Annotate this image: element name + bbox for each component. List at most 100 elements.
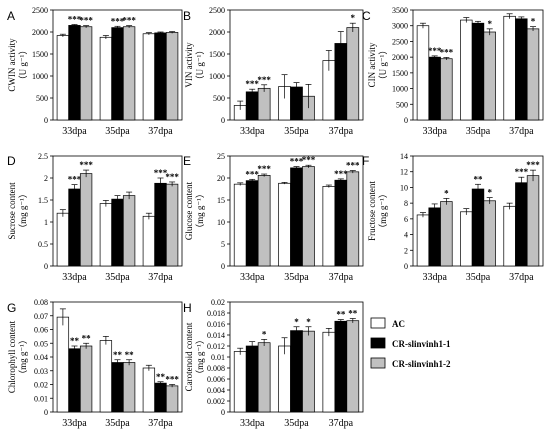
- y-axis-label-line: （U g⁻¹）: [378, 46, 388, 85]
- y-axis-label: Chlorophyll content（mg g⁻¹）: [7, 320, 28, 393]
- x-category-label: 37dpa: [148, 272, 173, 283]
- y-tick-label: 1: [44, 218, 48, 227]
- significance-marker: ***: [68, 15, 82, 25]
- bar: [68, 25, 81, 121]
- x-category-label: 33dpa: [422, 126, 447, 137]
- bar: [56, 212, 70, 267]
- x-category-label: 35dpa: [284, 272, 309, 283]
- x-category-label: 37dpa: [148, 126, 173, 137]
- bar: [334, 179, 348, 267]
- bar: [245, 91, 259, 121]
- bar: [322, 331, 336, 413]
- bar: [233, 183, 247, 267]
- y-tick-label: 2.5: [38, 152, 48, 161]
- panel-letter: A: [7, 9, 15, 23]
- y-tick-label: 0: [44, 116, 48, 125]
- y-axis-label-line: Glucose content: [184, 181, 194, 240]
- bar: [290, 86, 303, 121]
- y-tick-label: 2000: [392, 53, 408, 62]
- significance-marker: ***: [428, 46, 442, 56]
- panel-letter: D: [7, 154, 16, 168]
- legend-swatch-ac: [370, 317, 386, 329]
- legend-swatch-cr1: [370, 337, 386, 349]
- bar: [346, 27, 360, 121]
- y-axis-label: Glucose content（mg g⁻¹）: [184, 181, 205, 240]
- legend-label-cr2: CR-slinvinh1-2: [392, 359, 451, 369]
- y-axis-label-line: Carotenoid content: [184, 322, 194, 391]
- x-category-label: 33dpa: [62, 126, 87, 137]
- bar: [142, 367, 156, 413]
- bar: [483, 31, 496, 121]
- y-tick-label: 25: [217, 152, 225, 161]
- y-axis-label: VIN activity（U g⁻¹）: [184, 42, 205, 88]
- bar: [68, 348, 81, 413]
- significance-marker: ***: [346, 161, 360, 171]
- x-category-label: 33dpa: [240, 418, 265, 429]
- y-tick-label: 12: [400, 168, 408, 177]
- y-tick-label: 14: [400, 152, 408, 161]
- legend-label-cr1: CR-slinvinh1-1: [392, 339, 451, 349]
- significance-marker: *: [487, 188, 492, 198]
- bar: [79, 173, 93, 267]
- legend-swatch-cr2: [370, 357, 386, 369]
- y-tick-label: 0.008: [207, 364, 225, 373]
- bar: [257, 342, 271, 413]
- x-category-label: 33dpa: [62, 272, 87, 283]
- bar: [56, 35, 70, 121]
- significance-marker: *: [487, 19, 492, 29]
- y-tick-label: 5: [221, 240, 225, 249]
- bar: [122, 362, 136, 413]
- y-tick-label: 0.04: [34, 353, 48, 362]
- bar: [290, 167, 303, 267]
- y-tick-label: 2: [44, 174, 48, 183]
- x-category-label: 33dpa: [240, 272, 265, 283]
- y-axis-label-line: （mg g⁻¹）: [18, 189, 28, 233]
- x-category-label: 37dpa: [329, 126, 354, 137]
- y-tick-label: 15: [217, 196, 225, 205]
- y-axis-label-line: Chlorophyll content: [7, 320, 17, 393]
- significance-marker: **: [336, 310, 346, 320]
- significance-marker: **: [70, 336, 80, 346]
- significance-marker: **: [82, 333, 92, 343]
- bar: [233, 351, 247, 413]
- bar: [440, 58, 453, 121]
- y-axis-label: Carotenoid content（mg g⁻¹）: [184, 322, 205, 391]
- panel-h: H 0 0.002 0.004 0.006 0.008 0.01 0.012 0.014 0.01…: [183, 298, 364, 429]
- significance-marker: ***: [165, 375, 179, 385]
- y-tick-label: 0.01: [34, 394, 48, 403]
- y-tick-label: 0.07: [34, 312, 48, 321]
- significance-marker: ***: [440, 47, 454, 57]
- y-axis-label: Sucrose content（mg g⁻¹）: [7, 182, 28, 240]
- x-category-label: 37dpa: [148, 418, 173, 429]
- y-tick-label: 3000: [392, 22, 408, 31]
- bar: [460, 19, 473, 121]
- bar: [440, 201, 453, 267]
- bar: [111, 198, 124, 267]
- y-tick-label: 0.016: [207, 320, 225, 329]
- significance-marker: **: [125, 350, 135, 360]
- y-tick-label: 0: [404, 116, 408, 125]
- y-tick-label: 0.014: [207, 331, 225, 340]
- y-axis-label-line: （mg g⁻¹）: [18, 335, 28, 379]
- significance-marker: ***: [165, 172, 179, 182]
- bar: [428, 207, 441, 267]
- bar: [122, 26, 136, 121]
- y-tick-label: 0.006: [207, 375, 225, 384]
- x-category-label: 37dpa: [329, 272, 354, 283]
- significance-marker: **: [474, 174, 484, 184]
- panel-g: G 0 0.01 0.02 0.03 0.04 0.05 0.06 0.07 0.08 Chloro…: [7, 298, 183, 429]
- bar: [503, 15, 516, 121]
- significance-marker: ***: [334, 169, 348, 179]
- y-tick-label: 0: [221, 116, 225, 125]
- legend-label-ac: AC: [392, 319, 405, 329]
- y-tick-label: 1000: [209, 72, 225, 81]
- significance-marker: ***: [245, 169, 259, 179]
- y-tick-label: 2: [404, 246, 408, 255]
- y-tick-label: 0.002: [207, 397, 225, 406]
- y-tick-label: 2500: [32, 6, 48, 15]
- x-category-label: 35dpa: [284, 126, 309, 137]
- significance-marker: ***: [245, 79, 259, 89]
- y-axis-label-line: （U g⁻¹）: [195, 46, 205, 85]
